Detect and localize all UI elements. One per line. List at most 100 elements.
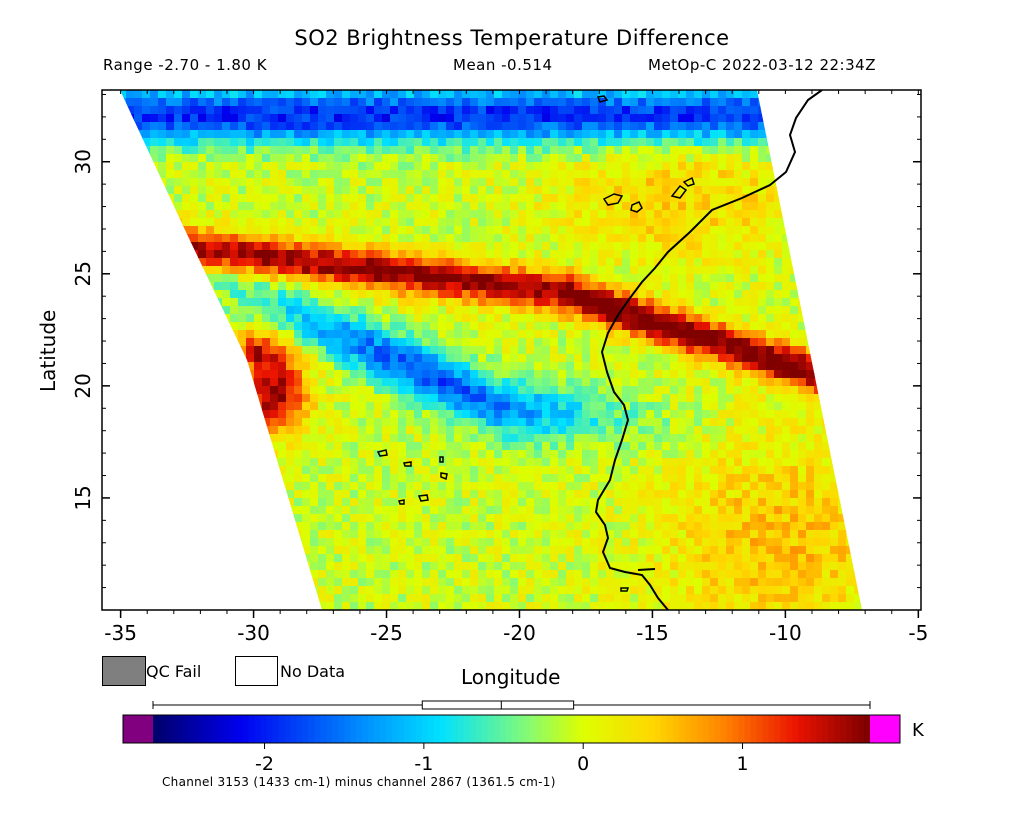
colorbar-step	[225, 715, 232, 743]
colorbar-step	[589, 715, 596, 743]
colorbar-step	[267, 715, 274, 743]
colorbar-step	[213, 715, 220, 743]
colorbar-step	[482, 715, 489, 743]
colorbar-tick-label: -2	[255, 753, 274, 775]
colorbar-step	[703, 715, 710, 743]
colorbar-step	[631, 715, 638, 743]
colorbar-step	[243, 715, 250, 743]
colorbar-step	[452, 715, 459, 743]
colorbar-step	[571, 715, 578, 743]
colorbar-step	[852, 715, 859, 743]
colorbar-step	[446, 715, 453, 743]
colorbar-step	[792, 715, 799, 743]
colorbar-step	[249, 715, 256, 743]
colorbar-step	[195, 715, 202, 743]
colorbar-step	[691, 715, 698, 743]
colorbar-step	[189, 715, 196, 743]
colorbar-step	[153, 715, 160, 743]
colorbar-step	[667, 715, 674, 743]
y-tick-label: 30	[71, 149, 95, 174]
colorbar-step	[553, 715, 560, 743]
colorbar-step	[261, 715, 268, 743]
colorbar-step	[512, 715, 519, 743]
colorbar-step	[380, 715, 387, 743]
colorbar-step	[255, 715, 262, 743]
colorbar-step	[709, 715, 716, 743]
colorbar-step	[607, 715, 614, 743]
colorbar-step	[171, 715, 178, 743]
colorbar-step	[201, 715, 208, 743]
x-tick-label: -35	[104, 621, 137, 645]
colorbar-step	[828, 715, 835, 743]
colorbar-step	[494, 715, 501, 743]
colorbar-step	[529, 715, 536, 743]
colorbar-step	[864, 715, 871, 743]
colorbar-step	[416, 715, 423, 743]
colorbar-step	[685, 715, 692, 743]
colorbar-step	[661, 715, 668, 743]
x-tick-label: -20	[503, 621, 536, 645]
colorbar-step	[314, 715, 321, 743]
colorbar-step	[613, 715, 620, 743]
x-tick-label: -25	[370, 621, 403, 645]
colorbar-step	[386, 715, 393, 743]
colorbar-tick-label: -1	[414, 753, 433, 775]
colorbar-under-swatch	[123, 715, 153, 743]
colorbar-step	[786, 715, 793, 743]
y-tick-label: 25	[71, 261, 95, 286]
colorbar-step	[846, 715, 853, 743]
colorbar-step	[231, 715, 238, 743]
colorbar-step	[619, 715, 626, 743]
colorbar-step	[768, 715, 775, 743]
colorbar-step	[308, 715, 315, 743]
colorbar-step	[290, 715, 297, 743]
colorbar-step	[804, 715, 811, 743]
colorbar-step	[165, 715, 172, 743]
colorbar-step	[547, 715, 554, 743]
colorbar-step	[183, 715, 190, 743]
colorbar-step	[374, 715, 381, 743]
colorbar-step	[517, 715, 524, 743]
colorbar-step	[488, 715, 495, 743]
colorbar-step	[637, 715, 644, 743]
colorbar-step	[177, 715, 184, 743]
colorbar-step	[535, 715, 542, 743]
x-axis-label: Longitude	[461, 665, 560, 689]
colorbar-step	[774, 715, 781, 743]
colorbar-step	[541, 715, 548, 743]
colorbar-step	[655, 715, 662, 743]
colorbar-step	[368, 715, 375, 743]
colorbar-step	[500, 715, 507, 743]
colorbar-step	[273, 715, 280, 743]
colorbar-step	[332, 715, 339, 743]
colorbar-step	[506, 715, 513, 743]
map-figure: -35 -30 -25 -20 -15 -10 -5 30252015 -2 -1 0 1	[0, 0, 1024, 813]
colorbar-step	[392, 715, 399, 743]
colorbar-step	[296, 715, 303, 743]
colorbar-step	[422, 715, 429, 743]
colorbar-step	[404, 715, 411, 743]
colorbar-step	[739, 715, 746, 743]
colorbar-step	[673, 715, 680, 743]
colorbar-step	[840, 715, 847, 743]
colorbar-step	[715, 715, 722, 743]
colorbar-step	[440, 715, 447, 743]
colorbar-step	[523, 715, 530, 743]
colorbar-step	[159, 715, 166, 743]
colorbar-step	[326, 715, 333, 743]
colorbar-step	[816, 715, 823, 743]
colorbar-step	[458, 715, 465, 743]
qc-fail-label: QC Fail	[146, 662, 201, 681]
colorbar-step	[284, 715, 291, 743]
colorbar-over-swatch	[870, 715, 900, 743]
colorbar-step	[834, 715, 841, 743]
colorbar-step	[798, 715, 805, 743]
colorbar-step	[810, 715, 817, 743]
boxplot-box	[422, 701, 573, 709]
colorbar-step	[344, 715, 351, 743]
colorbar-step	[721, 715, 728, 743]
colorbar-step	[476, 715, 483, 743]
colorbar-step	[350, 715, 357, 743]
colorbar-step	[745, 715, 752, 743]
colorbar-step	[679, 715, 686, 743]
